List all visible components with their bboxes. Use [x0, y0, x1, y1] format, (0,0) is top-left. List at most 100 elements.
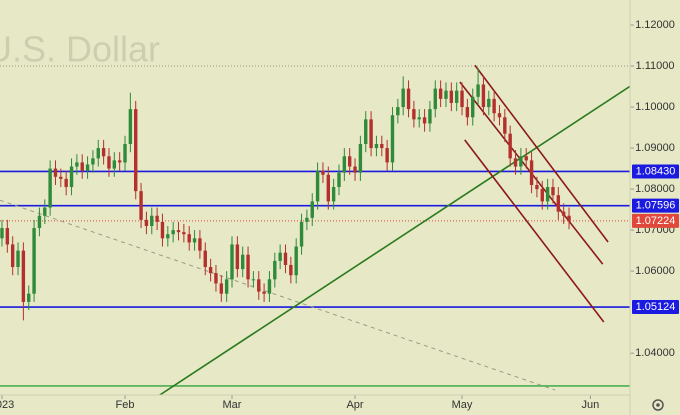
candle-body	[540, 189, 544, 202]
x-tick-label: Mar	[223, 399, 242, 411]
candle-body	[5, 228, 10, 245]
candle-body	[412, 109, 416, 120]
candle-body	[374, 143, 379, 149]
trend-line	[0, 199, 556, 391]
candle-body	[390, 115, 395, 163]
axes: 1.120001.110001.100001.090001.080001.070…	[0, 19, 679, 411]
y-tick-label: 1.04000	[635, 347, 675, 359]
candle-body	[139, 191, 143, 220]
candle-body	[246, 254, 250, 280]
x-tick-label: Apr	[346, 399, 363, 411]
candle-body	[208, 267, 213, 274]
candle-body	[305, 217, 309, 222]
candle-body	[529, 160, 534, 185]
candle-body	[69, 166, 74, 188]
candle-body	[214, 273, 218, 284]
y-tick-label: 1.08000	[635, 183, 675, 195]
candle-body	[294, 246, 298, 276]
candle-body	[513, 158, 518, 167]
candle-body	[241, 254, 245, 270]
gear-center[interactable]	[656, 403, 660, 407]
candle-body	[289, 264, 293, 276]
candle-body	[107, 156, 111, 169]
candle-body	[465, 107, 470, 118]
candle-body	[438, 88, 443, 99]
candle-body	[310, 201, 314, 218]
watermark: U.S. Dollar	[0, 29, 160, 70]
candle-body	[364, 119, 368, 144]
settings-icon[interactable]	[652, 399, 664, 411]
level-label-bg	[632, 198, 679, 213]
trend-line	[159, 85, 630, 395]
candle-body	[342, 156, 347, 173]
candle-body	[80, 162, 84, 171]
candle-body	[406, 88, 411, 110]
candle-body	[519, 156, 523, 167]
candle-body	[358, 143, 363, 173]
candle-body	[561, 211, 566, 216]
candle-body	[337, 172, 341, 188]
candle-body	[331, 187, 336, 202]
x-tick-label: May	[452, 399, 473, 411]
candle-body	[53, 168, 58, 177]
candle-body	[155, 215, 159, 222]
candle-body	[64, 178, 68, 188]
x-tick-label: Feb	[116, 399, 135, 411]
y-tick-label: 1.06000	[635, 265, 675, 277]
candle-body	[235, 244, 240, 270]
level-label-bg	[632, 164, 679, 179]
candle-body	[315, 170, 320, 202]
x-tick-label: Jun	[582, 399, 600, 411]
candle-body	[369, 119, 373, 149]
candle-body	[224, 279, 229, 294]
candle-body	[16, 250, 20, 268]
candle-body	[551, 187, 555, 196]
candle-body	[444, 90, 448, 99]
candle-body	[449, 90, 454, 103]
y-tick-label: 1.12000	[635, 19, 675, 31]
trend-line	[464, 139, 605, 323]
level-label: 1.07596	[636, 200, 676, 212]
candle-body	[203, 250, 207, 268]
candle-body	[460, 90, 464, 108]
candle-body	[481, 84, 486, 108]
candle-body	[117, 160, 122, 163]
candle-body	[508, 133, 512, 159]
candle-body	[353, 166, 357, 173]
candle-body	[32, 228, 36, 294]
candle-body	[503, 117, 507, 134]
gear[interactable]	[652, 399, 664, 411]
candle-body	[144, 219, 149, 227]
candle-body	[192, 238, 197, 243]
candle-body	[171, 230, 175, 235]
candle-body	[385, 148, 389, 163]
candle-body	[487, 98, 491, 108]
candle-body	[219, 283, 224, 294]
y-tick-label: 1.11000	[636, 60, 675, 72]
candle-body	[471, 96, 475, 118]
candle-body	[182, 232, 186, 235]
level-label-bg	[632, 213, 679, 228]
candle-body	[59, 176, 63, 179]
candle-body	[326, 174, 330, 202]
candle-body	[545, 187, 550, 202]
candle-body	[524, 156, 528, 161]
candle-body	[396, 107, 400, 116]
x-tick-label: 2023	[0, 399, 14, 411]
candle-body	[176, 230, 181, 233]
candle-body	[422, 117, 427, 124]
candle-body	[299, 221, 304, 247]
candle-body	[160, 221, 165, 239]
candle-body	[112, 160, 117, 169]
candle-body	[85, 164, 90, 171]
candle-body	[0, 228, 4, 239]
candle-body	[433, 88, 437, 110]
candle-body	[476, 84, 480, 97]
candle-body	[10, 244, 15, 268]
candle-body	[43, 207, 47, 216]
level-label: 1.07224	[636, 215, 676, 227]
candle-body	[556, 195, 561, 212]
